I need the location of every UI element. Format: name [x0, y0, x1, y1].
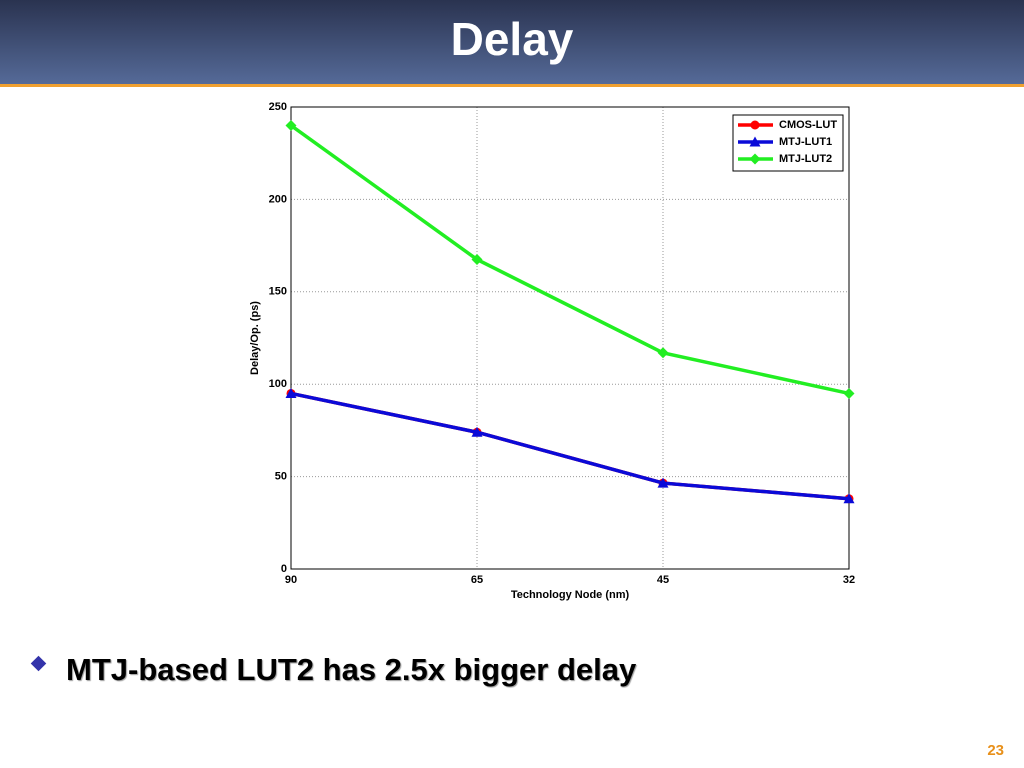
marker: [471, 426, 483, 437]
header-bar: [0, 0, 1024, 87]
marker: [657, 477, 669, 488]
y-tick-label: 200: [269, 193, 287, 205]
y-tick-label: 50: [275, 471, 287, 483]
series-line: [290, 391, 850, 501]
x-tick-label: 65: [471, 574, 483, 586]
series-line: [289, 124, 850, 396]
plot-frame: [290, 106, 850, 570]
y-tick-label: 100: [269, 378, 287, 390]
plot-area: [291, 107, 849, 569]
legend-label: MTJ-LUT2: [779, 153, 832, 165]
legend-label: CMOS-LUT: [779, 119, 837, 131]
x-tick-label: 90: [285, 574, 297, 586]
legend-marker: [749, 153, 761, 165]
y-tick-label: 150: [269, 286, 287, 298]
marker: [843, 387, 855, 399]
x-tick-label: 45: [657, 574, 669, 586]
y-tick-label: 0: [281, 563, 287, 575]
marker: [471, 253, 483, 265]
y-tick-label: 250: [269, 101, 287, 113]
x-tick-label: 32: [843, 574, 855, 586]
legend-marker: [749, 136, 761, 147]
y-axis-label: Delay/Op. (ps): [249, 301, 261, 375]
legend-marker: [750, 120, 760, 130]
bullet-text: MTJ-based LUT2 has 2.5x bigger delay: [66, 652, 637, 687]
page-number: 23: [987, 742, 1004, 759]
marker: [285, 387, 297, 398]
slide-title: Delay: [450, 13, 574, 65]
bullet-icon: [30, 655, 47, 672]
x-axis-label: Technology Node (nm): [511, 589, 630, 601]
marker: [657, 347, 669, 359]
marker: [843, 493, 855, 504]
marker: [285, 119, 297, 131]
legend-label: MTJ-LUT1: [779, 136, 832, 148]
chart: 0 50 100 150 200 250 90 65 45 32 Technology Node (…: [249, 101, 855, 601]
